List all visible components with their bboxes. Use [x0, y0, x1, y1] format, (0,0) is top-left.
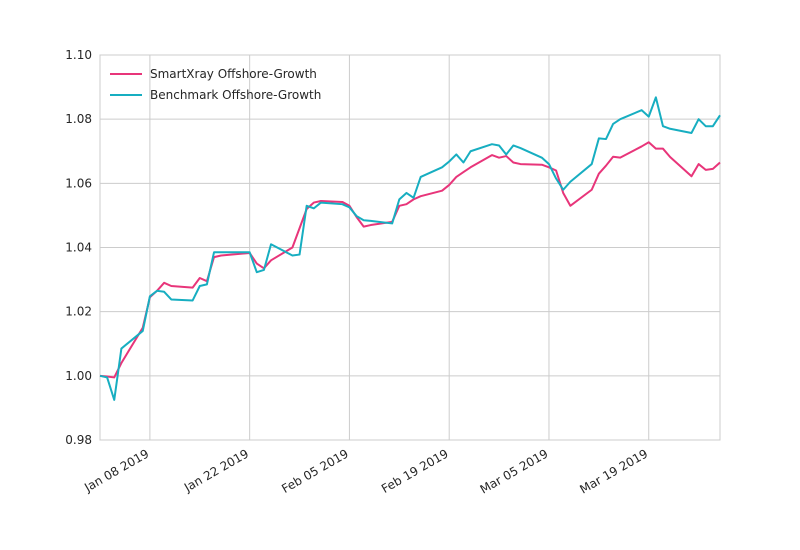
legend-label-benchmark: Benchmark Offshore-Growth	[150, 88, 321, 102]
y-tick-label: 1.06	[65, 176, 92, 190]
y-tick-label: 1.08	[65, 112, 92, 126]
y-tick-label: 1.10	[65, 48, 92, 62]
y-tick-label: 1.02	[65, 305, 92, 319]
y-axis-ticks: 0.98 1.00 1.02 1.04 1.06 1.08 1.10	[65, 48, 92, 447]
x-tick-label: Feb 05 2019	[279, 446, 351, 495]
x-tick-label: Mar 19 2019	[577, 446, 650, 496]
x-tick-label: Mar 05 2019	[478, 446, 551, 496]
y-tick-label: 0.98	[65, 433, 92, 447]
x-axis-ticks: Jan 08 2019 Jan 22 2019 Feb 05 2019 Feb 19 …	[81, 446, 650, 496]
x-tick-label: Jan 08 2019	[81, 446, 151, 495]
y-tick-label: 1.00	[65, 369, 92, 383]
legend-label-smartxray: SmartXray Offshore-Growth	[150, 67, 317, 81]
x-tick-label: Feb 19 2019	[379, 446, 451, 495]
x-tick-label: Jan 22 2019	[181, 446, 251, 495]
y-tick-label: 1.04	[65, 241, 92, 255]
